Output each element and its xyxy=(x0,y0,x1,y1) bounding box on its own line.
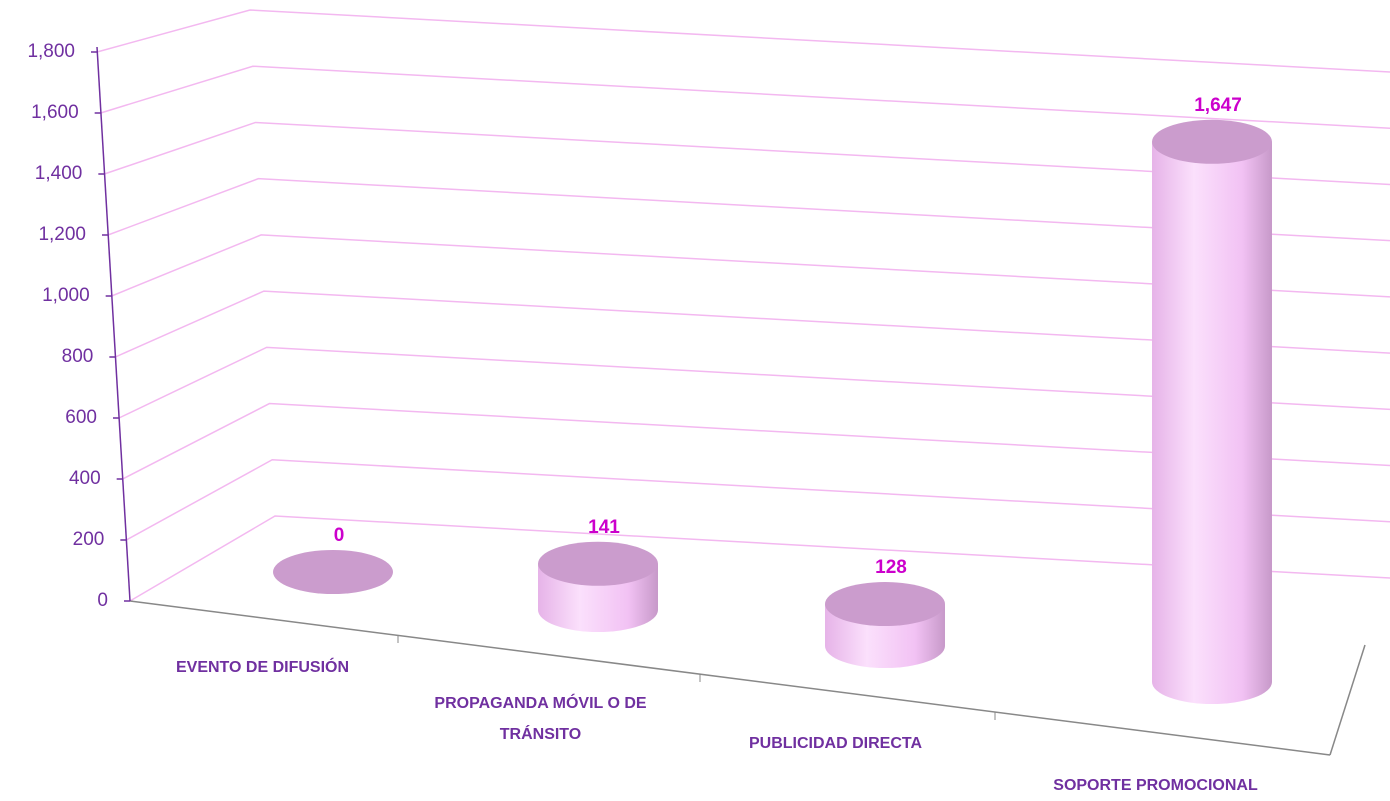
grid-line xyxy=(104,121,1390,186)
grid-line xyxy=(118,346,1390,419)
value-label: 128 xyxy=(875,557,907,578)
y-tick-label: 600 xyxy=(65,407,97,428)
y-axis xyxy=(96,46,131,602)
x-tick-label: PROPAGANDA MÓVIL O DE TRÁNSITO xyxy=(434,695,647,743)
bar-top xyxy=(273,550,393,594)
y-tick-label: 800 xyxy=(62,346,94,367)
grid-line xyxy=(125,459,1390,541)
bar xyxy=(825,582,945,668)
bar-top xyxy=(538,541,658,586)
y-tick-label: 0 xyxy=(97,590,108,611)
y-tick-label: 1,600 xyxy=(31,102,79,123)
y-tick-label: 1,800 xyxy=(27,41,75,62)
x-tick-label: PUBLICIDAD DIRECTA xyxy=(748,735,923,752)
bar-body xyxy=(1152,141,1272,704)
bar-top xyxy=(1152,119,1272,164)
bar-top xyxy=(825,582,945,627)
floor-edge xyxy=(1329,644,1366,756)
x-tick-label: EVENTO DE DIFUSIÓN xyxy=(175,659,350,676)
y-tick-label: 1,000 xyxy=(42,285,90,306)
y-tick-label: 200 xyxy=(73,529,105,550)
grid-line xyxy=(115,290,1390,358)
grid-line xyxy=(107,177,1390,242)
y-tick-label: 400 xyxy=(69,468,101,489)
y-tick-label: 1,200 xyxy=(38,224,86,245)
grid-line xyxy=(100,65,1390,129)
bar xyxy=(1152,119,1272,704)
value-label: 0 xyxy=(334,525,345,546)
grid-line xyxy=(129,515,1390,602)
grid-line xyxy=(122,402,1390,480)
value-label: 1,647 xyxy=(1194,95,1242,116)
grid-line xyxy=(111,234,1390,298)
grid-line xyxy=(96,9,1390,73)
y-tick-label: 1,400 xyxy=(35,163,83,184)
floor-edge xyxy=(129,600,1331,756)
bar xyxy=(273,550,393,594)
x-tick-label: SOPORTE PROMOCIONAL xyxy=(1053,777,1258,794)
value-label: 141 xyxy=(588,517,620,538)
bar xyxy=(538,541,658,632)
